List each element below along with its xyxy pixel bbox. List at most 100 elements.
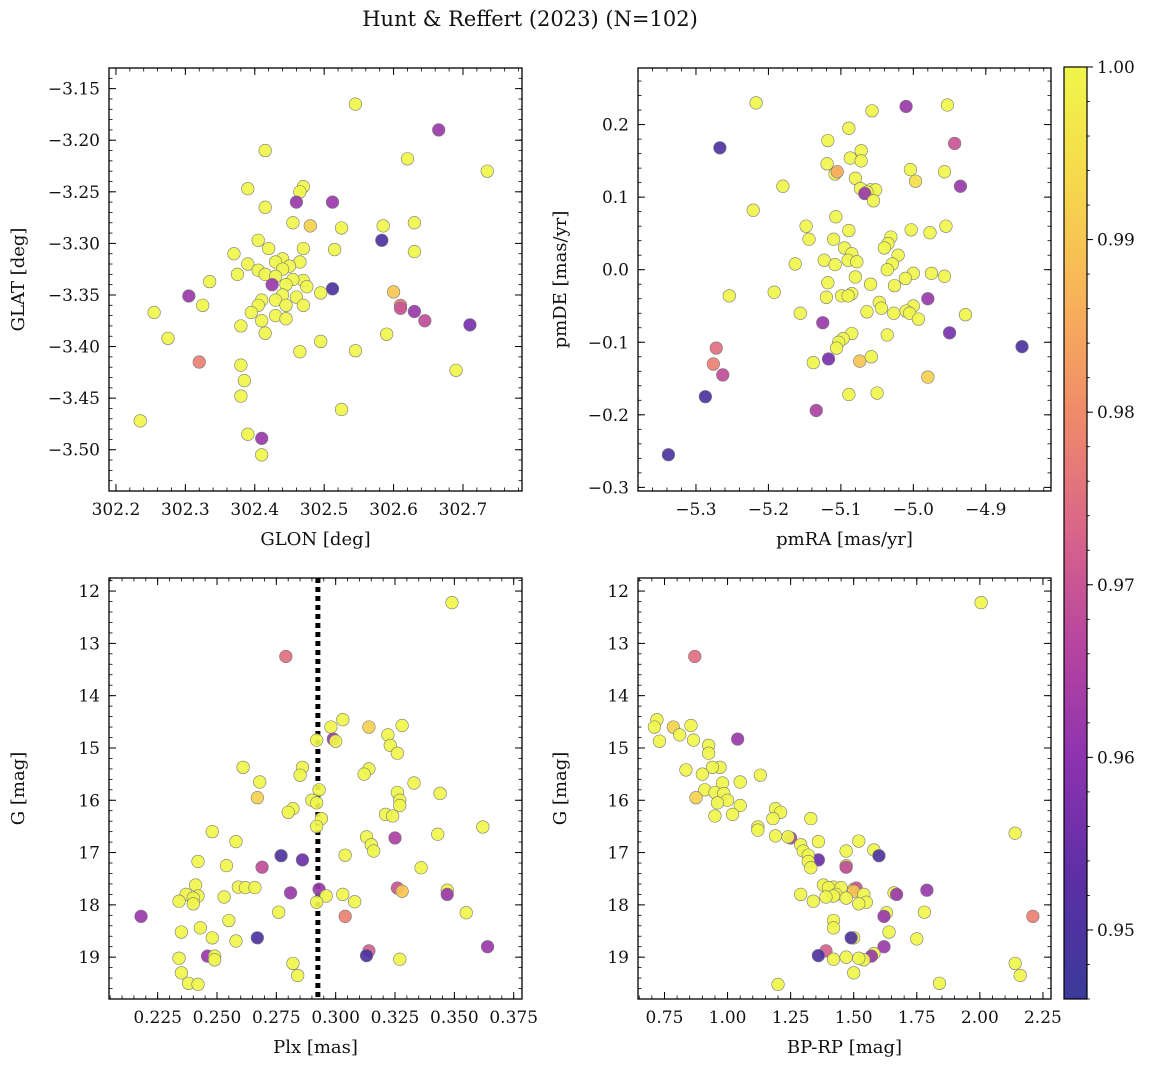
data-point [802, 232, 816, 246]
data-point [186, 897, 200, 911]
data-point [695, 767, 709, 781]
data-point [872, 849, 886, 863]
x-tick-label: −4.9 [965, 500, 1006, 520]
colorbar-tick-label: 0.99 [1097, 231, 1135, 251]
colorbar-tick-label: 0.98 [1097, 403, 1135, 423]
data-point [722, 289, 736, 303]
data-point [842, 223, 856, 238]
data-point [829, 210, 843, 224]
data-point [733, 775, 747, 789]
data-point [191, 977, 205, 991]
data-point [684, 718, 698, 733]
data-point [314, 286, 328, 300]
y-tick-label: 18 [78, 896, 100, 916]
data-point [710, 796, 725, 810]
data-point [255, 448, 269, 462]
data-point [219, 859, 234, 873]
data-point [281, 805, 295, 819]
data-point [251, 233, 265, 247]
data-point [904, 223, 918, 237]
data-point [476, 820, 490, 834]
x-tick-label: 0.225 [133, 1008, 182, 1028]
data-point [286, 216, 300, 230]
data-point [286, 956, 300, 971]
data-point [182, 289, 196, 303]
plot-frame [108, 67, 523, 492]
data-point [359, 948, 374, 963]
data-point [375, 233, 389, 247]
colorbar-tick-label: 0.96 [1097, 748, 1135, 768]
data-point [821, 352, 836, 366]
data-point [903, 162, 918, 177]
data-point [314, 334, 328, 349]
data-point [258, 143, 272, 158]
data-point [217, 890, 231, 904]
data-point [698, 390, 712, 404]
x-tick-label: 2.00 [961, 1008, 999, 1028]
data-point [921, 370, 935, 384]
data-point [208, 953, 222, 967]
data-point [839, 891, 853, 905]
data-point [937, 269, 952, 283]
data-point [414, 861, 428, 875]
data-point [870, 386, 884, 400]
data-point [860, 305, 874, 319]
data-point [948, 136, 962, 151]
data-point [850, 255, 864, 269]
data-point [449, 363, 463, 377]
data-point [811, 948, 825, 963]
data-point [234, 319, 248, 333]
data-point [942, 326, 957, 340]
y-axis-label: GLAT [deg] [8, 228, 29, 332]
data-point [133, 414, 147, 428]
y-tick-label: 16 [78, 791, 100, 811]
x-tick-label: 0.250 [193, 1008, 242, 1028]
data-point [248, 881, 262, 895]
data-point [679, 763, 693, 777]
data-point [237, 374, 251, 388]
data-point [917, 905, 931, 919]
data-point [250, 791, 264, 805]
data-point [793, 306, 807, 320]
figure-title: Hunt & Reffert (2023) (N=102) [362, 7, 698, 31]
data-point [865, 104, 879, 118]
data-point [794, 887, 808, 902]
data-point [222, 913, 236, 928]
data-point [407, 304, 422, 319]
data-point [806, 894, 820, 908]
data-point [407, 216, 422, 230]
data-point [811, 834, 825, 849]
data-point [819, 290, 833, 304]
data-point [799, 219, 813, 233]
y-axis-label: G [mag] [8, 752, 29, 825]
data-point [386, 809, 400, 823]
panel-1: 302.2 302.3 302.4 302.5 302.6 302.7 −3.15 −3.20… [8, 67, 523, 550]
data-point [826, 952, 841, 966]
data-point [227, 247, 241, 261]
data-point [393, 798, 407, 813]
y-tick-label: 15 [607, 739, 629, 759]
data-point [291, 968, 305, 983]
data-point [889, 887, 904, 902]
data-point [958, 308, 973, 322]
data-point [279, 298, 293, 312]
data-point [386, 285, 401, 299]
data-point [393, 952, 407, 966]
data-point [174, 966, 188, 980]
data-point [134, 909, 148, 923]
data-point [1008, 826, 1022, 840]
data-point [843, 151, 857, 165]
data-point [418, 314, 432, 328]
data-point [809, 403, 823, 418]
x-tick-label: 302.6 [369, 500, 418, 520]
data-point [196, 298, 210, 312]
x-tick-label: 302.2 [92, 500, 141, 520]
x-tick-label: −5.3 [675, 500, 716, 520]
data-point [839, 844, 853, 858]
data-point [336, 713, 350, 727]
colorbar-tick-label: 1.00 [1097, 58, 1135, 78]
data-point [244, 305, 258, 320]
data-point [265, 278, 279, 292]
data-point [205, 931, 219, 945]
data-point [839, 950, 853, 964]
